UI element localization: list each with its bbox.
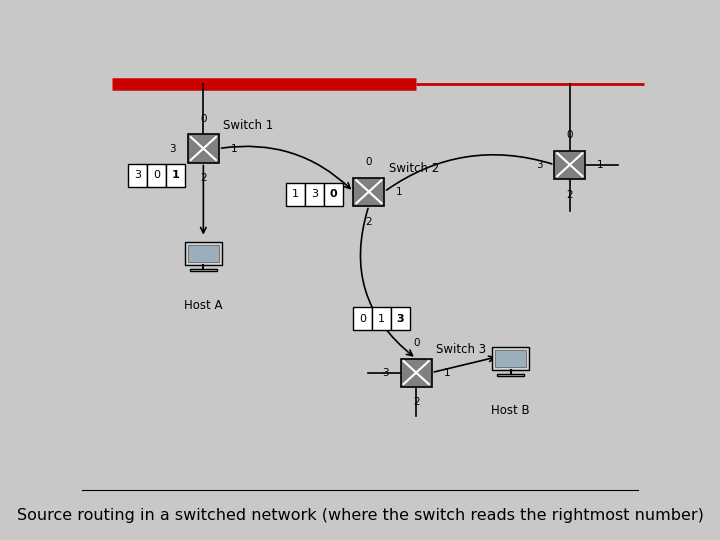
Text: 2: 2	[200, 173, 207, 184]
Text: 0: 0	[200, 113, 207, 124]
Bar	[391, 307, 410, 330]
Text: 3: 3	[311, 190, 318, 199]
Bar	[492, 347, 529, 370]
Bar	[305, 183, 324, 206]
Text: 2: 2	[413, 397, 420, 408]
Bar	[286, 183, 305, 206]
Bar	[147, 164, 166, 187]
Text: 3: 3	[382, 368, 389, 377]
Text: 3: 3	[335, 187, 342, 197]
Bar	[166, 164, 185, 187]
Text: 3: 3	[169, 144, 176, 153]
Text: 1: 1	[597, 160, 603, 170]
Bar	[401, 359, 431, 387]
Bar	[354, 178, 384, 206]
Text: 0: 0	[153, 171, 160, 180]
Text: Host A: Host A	[184, 299, 222, 312]
Text: 2: 2	[567, 190, 573, 200]
Text: Host B: Host B	[492, 404, 530, 417]
Text: 2: 2	[366, 217, 372, 227]
Text: Switch 1: Switch 1	[223, 119, 274, 132]
Text: Source routing in a switched network (where the switch reads the rightmost numbe: Source routing in a switched network (wh…	[17, 508, 703, 523]
Bar	[185, 242, 222, 265]
Bar	[497, 374, 524, 376]
Bar	[128, 164, 147, 187]
Text: 1: 1	[230, 144, 237, 153]
Text: Switch 2: Switch 2	[389, 163, 439, 176]
Text: Switch 3: Switch 3	[436, 343, 487, 356]
Text: 1: 1	[444, 368, 450, 377]
Bar	[372, 307, 391, 330]
Text: 0: 0	[413, 338, 420, 348]
Bar	[554, 151, 585, 179]
Bar	[495, 350, 526, 367]
Text: 0: 0	[330, 190, 337, 199]
Bar	[188, 245, 219, 262]
Bar	[353, 307, 372, 330]
Text: 0: 0	[366, 157, 372, 167]
Text: 0: 0	[567, 130, 573, 140]
Bar	[324, 183, 343, 206]
Bar	[189, 269, 217, 271]
Text: 1: 1	[292, 190, 299, 199]
Text: 1: 1	[171, 171, 179, 180]
Text: 1: 1	[378, 314, 384, 323]
Bar	[188, 134, 219, 163]
Text: 0: 0	[359, 314, 366, 323]
Text: 3: 3	[397, 314, 404, 323]
Text: 3: 3	[134, 171, 141, 180]
Text: 3: 3	[536, 160, 543, 170]
Text: 1: 1	[396, 187, 402, 197]
